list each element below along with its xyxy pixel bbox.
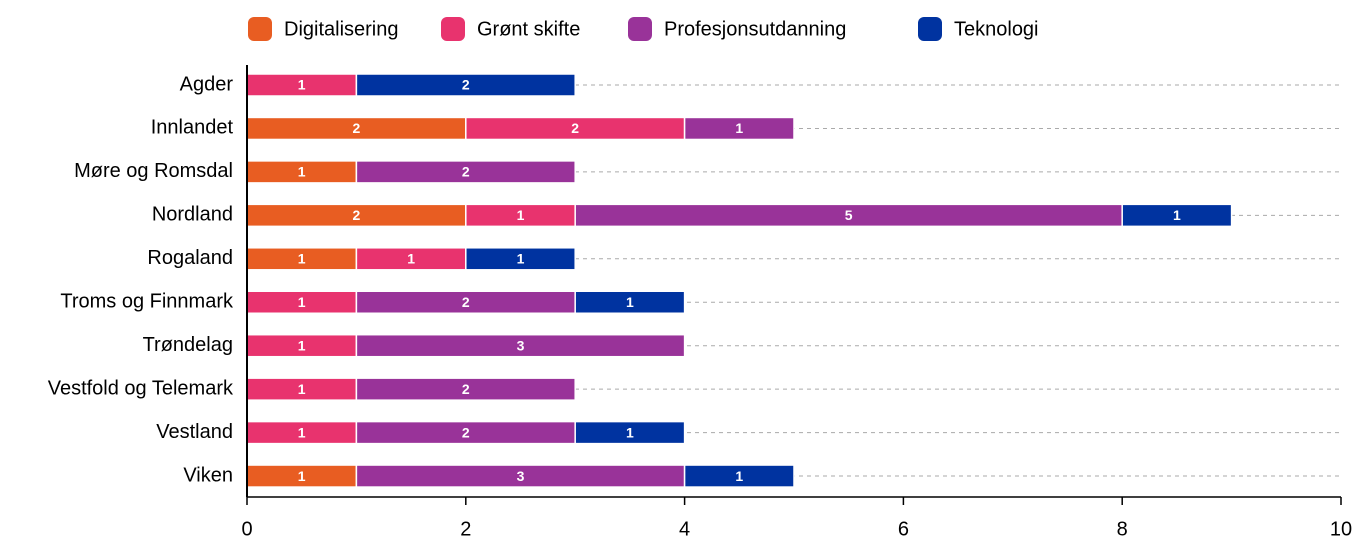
legend-swatch xyxy=(628,17,652,41)
y-tick-label: Agder xyxy=(180,73,234,95)
bar-segment xyxy=(355,160,576,184)
value-label: 5 xyxy=(845,207,853,223)
value-label: 3 xyxy=(517,337,525,353)
legend-label: Profesjonsutdanning xyxy=(664,18,846,40)
y-tick-label: Rogaland xyxy=(147,247,233,269)
bar-segment xyxy=(355,73,576,97)
value-label: 1 xyxy=(298,294,306,310)
x-tick-label: 10 xyxy=(1330,518,1352,540)
value-label: 1 xyxy=(1173,207,1181,223)
y-tick-label: Viken xyxy=(183,464,233,486)
y-tick-label: Trøndelag xyxy=(143,334,233,356)
x-tick-label: 2 xyxy=(460,518,471,540)
y-tick-label: Innlandet xyxy=(151,117,234,139)
y-tick-label: Troms og Finnmark xyxy=(60,291,234,313)
value-label: 2 xyxy=(462,77,470,93)
x-tick-label: 4 xyxy=(679,518,690,540)
legend-swatch xyxy=(918,17,942,41)
legend-label: Digitalisering xyxy=(284,18,399,40)
y-tick-label: Vestland xyxy=(156,421,233,443)
value-label: 1 xyxy=(517,251,525,267)
value-label: 1 xyxy=(626,424,634,440)
value-label: 1 xyxy=(298,164,306,180)
bar-segment xyxy=(574,420,686,445)
value-label: 2 xyxy=(462,164,470,180)
bar-segment xyxy=(1121,203,1233,228)
value-label: 1 xyxy=(298,468,306,484)
x-tick-label: 6 xyxy=(898,518,909,540)
legend-swatch xyxy=(248,17,272,41)
y-tick-label: Nordland xyxy=(152,204,233,226)
bar-segment xyxy=(355,377,576,401)
value-label: 2 xyxy=(353,207,361,223)
value-label: 1 xyxy=(298,77,306,93)
value-label: 1 xyxy=(298,424,306,440)
value-label: 1 xyxy=(298,381,306,397)
legend-label: Grønt skifte xyxy=(477,18,580,40)
value-label: 1 xyxy=(407,251,415,267)
bar-segment xyxy=(574,290,686,314)
legend-label: Teknologi xyxy=(954,18,1039,40)
bar-segment xyxy=(465,247,576,271)
y-tick-label: Møre og Romsdal xyxy=(74,160,233,182)
value-label: 1 xyxy=(735,468,743,484)
y-tick-label: Vestfold og Telemark xyxy=(48,377,234,399)
value-label: 3 xyxy=(517,468,525,484)
bar-segment xyxy=(683,116,795,141)
x-tick-label: 8 xyxy=(1117,518,1128,540)
value-label: 2 xyxy=(353,120,361,136)
value-label: 1 xyxy=(517,207,525,223)
value-label: 1 xyxy=(626,294,634,310)
value-label: 2 xyxy=(571,120,579,136)
value-label: 2 xyxy=(462,424,470,440)
value-label: 2 xyxy=(462,381,470,397)
value-label: 1 xyxy=(735,120,743,136)
bar-segment xyxy=(355,333,686,358)
bar-segment xyxy=(683,464,795,488)
value-label: 1 xyxy=(298,337,306,353)
legend-swatch xyxy=(441,17,465,41)
value-label: 2 xyxy=(462,294,470,310)
value-label: 1 xyxy=(298,251,306,267)
x-tick-label: 0 xyxy=(241,518,252,540)
